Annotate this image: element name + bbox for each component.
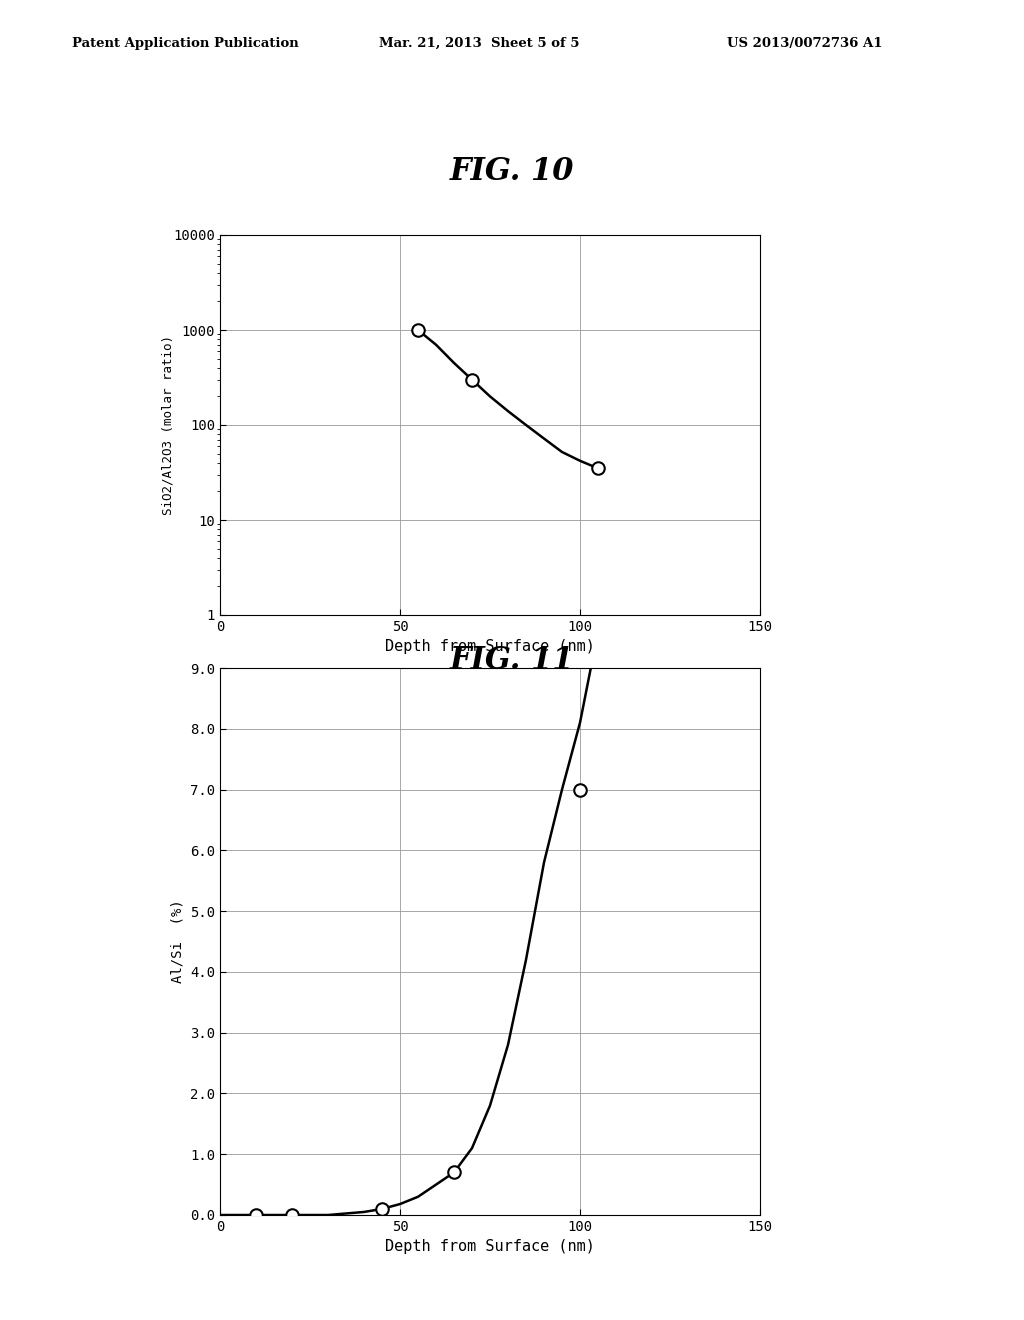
X-axis label: Depth from Surface (nm): Depth from Surface (nm) <box>385 1239 595 1254</box>
Text: Mar. 21, 2013  Sheet 5 of 5: Mar. 21, 2013 Sheet 5 of 5 <box>379 37 580 50</box>
Text: FIG. 10: FIG. 10 <box>450 157 574 187</box>
Text: FIG. 11: FIG. 11 <box>450 645 574 676</box>
Text: US 2013/0072736 A1: US 2013/0072736 A1 <box>727 37 883 50</box>
X-axis label: Depth from Surface (nm): Depth from Surface (nm) <box>385 639 595 655</box>
Y-axis label: SiO2/Al2O3 (molar ratio): SiO2/Al2O3 (molar ratio) <box>161 335 174 515</box>
Y-axis label: Al/Si  (%): Al/Si (%) <box>170 900 184 983</box>
Text: Patent Application Publication: Patent Application Publication <box>72 37 298 50</box>
